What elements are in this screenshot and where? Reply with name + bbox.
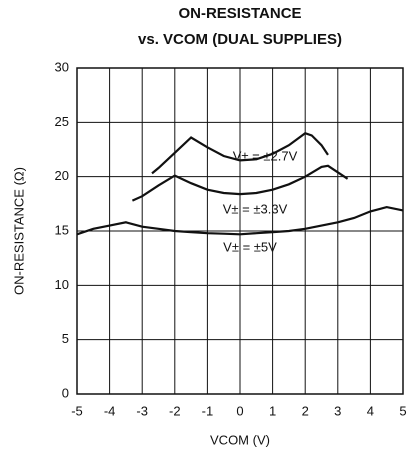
x-tick-label: -4	[104, 403, 116, 418]
y-tick-label: 5	[62, 331, 69, 346]
plot-frame	[76, 67, 404, 395]
x-axis-label: VCOM (V)	[210, 432, 270, 447]
series-label: V± = ±5V	[223, 239, 277, 254]
x-tick-label: 0	[236, 403, 243, 418]
chart-title: ON-RESISTANCE	[178, 5, 301, 22]
x-tick-label: -2	[169, 403, 181, 418]
y-axis-label: ON-RESISTANCE (Ω)	[11, 167, 26, 295]
x-tick-label: 3	[334, 403, 341, 418]
x-tick-label: 4	[367, 403, 374, 418]
x-tick-label: 2	[302, 403, 309, 418]
y-tick-label: 10	[55, 277, 69, 292]
y-tick-label: 20	[55, 168, 69, 183]
series-line	[76, 205, 404, 236]
series-label: V± = ±2.7V	[233, 148, 298, 163]
y-tick-label: 0	[62, 385, 69, 400]
y-tick-label: 30	[55, 59, 69, 74]
x-tick-label: 1	[269, 403, 276, 418]
y-tick-label: 25	[55, 114, 69, 129]
x-tick-label: -3	[136, 403, 148, 418]
x-tick-label: 5	[399, 403, 406, 418]
y-tick-label: 15	[55, 222, 69, 237]
x-tick-label: -1	[202, 403, 214, 418]
chart-subtitle: vs. VCOM (DUAL SUPPLIES)	[138, 31, 342, 48]
series-line	[131, 164, 349, 202]
x-tick-label: -5	[71, 403, 83, 418]
series-label: V± = ±3.3V	[223, 201, 288, 216]
series-line	[151, 131, 329, 175]
